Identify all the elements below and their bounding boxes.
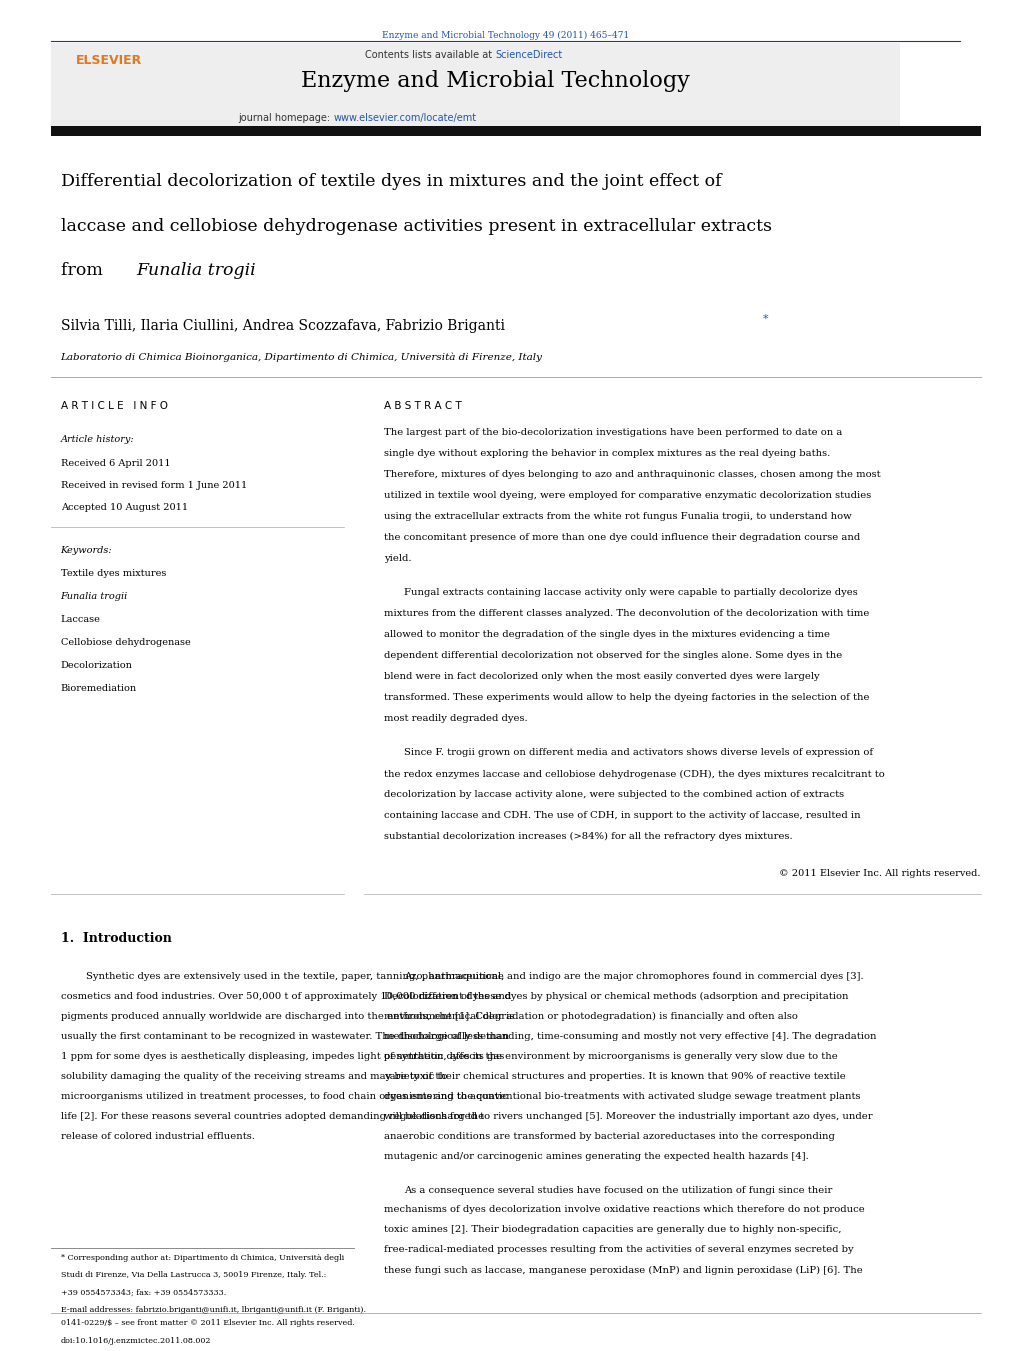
- Text: the redox enzymes laccase and cellobiose dehydrogenase (CDH), the dyes mixtures : the redox enzymes laccase and cellobiose…: [384, 770, 885, 778]
- Text: cosmetics and food industries. Over 50,000 t of approximately 10,000 different d: cosmetics and food industries. Over 50,0…: [60, 992, 510, 1001]
- Text: 0141-0229/$ – see front matter © 2011 Elsevier Inc. All rights reserved.: 0141-0229/$ – see front matter © 2011 El…: [60, 1319, 354, 1327]
- Text: Keywords:: Keywords:: [60, 546, 112, 555]
- Text: The largest part of the bio-decolorization investigations have been performed to: The largest part of the bio-decolorizati…: [384, 428, 842, 438]
- Text: Bioremediation: Bioremediation: [60, 684, 137, 693]
- Text: these fungi such as laccase, manganese peroxidase (MnP) and lignin peroxidase (L: these fungi such as laccase, manganese p…: [384, 1266, 863, 1274]
- Text: A B S T R A C T: A B S T R A C T: [384, 401, 461, 411]
- Text: transformed. These experiments would allow to help the dyeing factories in the s: transformed. These experiments would all…: [384, 693, 870, 703]
- Text: variety of their chemical structures and properties. It is known that 90% of rea: variety of their chemical structures and…: [384, 1073, 845, 1081]
- Text: using the extracellular extracts from the white rot fungus Funalia trogii, to un: using the extracellular extracts from th…: [384, 512, 852, 521]
- Text: Received in revised form 1 June 2011: Received in revised form 1 June 2011: [60, 481, 247, 490]
- Text: methodologically demanding, time-consuming and mostly not very effective [4]. Th: methodologically demanding, time-consumi…: [384, 1032, 877, 1042]
- Text: mixtures from the different classes analyzed. The deconvolution of the decoloriz: mixtures from the different classes anal…: [384, 609, 870, 619]
- Text: containing laccase and CDH. The use of CDH, in support to the activity of laccas: containing laccase and CDH. The use of C…: [384, 811, 861, 820]
- Text: the concomitant presence of more than one dye could influence their degradation : the concomitant presence of more than on…: [384, 534, 861, 542]
- Text: release of colored industrial effluents.: release of colored industrial effluents.: [60, 1132, 254, 1142]
- Text: Article history:: Article history:: [60, 435, 135, 444]
- Text: Contents lists available at: Contents lists available at: [366, 50, 495, 59]
- Text: doi:10.1016/j.enzmictec.2011.08.002: doi:10.1016/j.enzmictec.2011.08.002: [60, 1337, 211, 1346]
- Text: yield.: yield.: [384, 554, 411, 563]
- Text: anaerobic conditions are transformed by bacterial azoreductases into the corresp: anaerobic conditions are transformed by …: [384, 1132, 835, 1142]
- Text: laccase and cellobiose dehydrogenase activities present in extracellular extract: laccase and cellobiose dehydrogenase act…: [60, 218, 772, 235]
- Text: Received 6 April 2011: Received 6 April 2011: [60, 459, 171, 469]
- Text: © 2011 Elsevier Inc. All rights reserved.: © 2011 Elsevier Inc. All rights reserved…: [779, 870, 980, 878]
- Text: allowed to monitor the degradation of the single dyes in the mixtures evidencing: allowed to monitor the degradation of th…: [384, 631, 830, 639]
- Text: Therefore, mixtures of dyes belonging to azo and anthraquinonic classes, chosen : Therefore, mixtures of dyes belonging to…: [384, 470, 881, 480]
- Text: substantial decolorization increases (>84%) for all the refractory dyes mixtures: substantial decolorization increases (>8…: [384, 832, 792, 842]
- Text: most readily degraded dyes.: most readily degraded dyes.: [384, 715, 528, 723]
- Text: Enzyme and Microbial Technology 49 (2011) 465–471: Enzyme and Microbial Technology 49 (2011…: [382, 31, 629, 41]
- Text: As a consequence several studies have focused on the utilization of fungi since : As a consequence several studies have fo…: [404, 1186, 833, 1194]
- Text: Funalia trogii: Funalia trogii: [60, 592, 128, 601]
- Text: Accepted 10 August 2011: Accepted 10 August 2011: [60, 503, 188, 512]
- Text: solubility damaging the quality of the receiving streams and may be toxic to: solubility damaging the quality of the r…: [60, 1073, 447, 1081]
- Text: blend were in fact decolorized only when the most easily converted dyes were lar: blend were in fact decolorized only when…: [384, 673, 820, 681]
- Text: Enzyme and Microbial Technology: Enzyme and Microbial Technology: [301, 70, 690, 92]
- Text: A R T I C L E   I N F O: A R T I C L E I N F O: [60, 401, 167, 411]
- Text: *: *: [763, 313, 769, 323]
- Text: Textile dyes mixtures: Textile dyes mixtures: [60, 569, 166, 578]
- Text: Decolorization of these dyes by physical or chemical methods (adsorption and pre: Decolorization of these dyes by physical…: [384, 992, 848, 1001]
- Text: methods, chemical degradation or photodegradation) is financially and often also: methods, chemical degradation or photode…: [384, 1012, 798, 1021]
- Text: E-mail addresses: fabrizio.briganti@unifi.it, lbriganti@unifi.it (F. Briganti).: E-mail addresses: fabrizio.briganti@unif…: [60, 1306, 366, 1315]
- Text: Synthetic dyes are extensively used in the textile, paper, tanning, pharmaceutic: Synthetic dyes are extensively used in t…: [86, 973, 504, 981]
- Text: from: from: [60, 262, 108, 280]
- Text: will be discharged to rivers unchanged [5]. Moreover the industrially important : will be discharged to rivers unchanged […: [384, 1112, 873, 1121]
- Text: usually the first contaminant to be recognized in wastewater. The discharge of l: usually the first contaminant to be reco…: [60, 1032, 508, 1042]
- Text: toxic amines [2]. Their biodegradation capacities are generally due to highly no: toxic amines [2]. Their biodegradation c…: [384, 1225, 841, 1235]
- Text: Silvia Tilli, Ilaria Ciullini, Andrea Scozzafava, Fabrizio Briganti: Silvia Tilli, Ilaria Ciullini, Andrea Sc…: [60, 319, 504, 332]
- Text: 1.  Introduction: 1. Introduction: [60, 932, 172, 944]
- Text: 1 ppm for some dyes is aesthetically displeasing, impedes light penetration, aff: 1 ppm for some dyes is aesthetically dis…: [60, 1052, 504, 1061]
- Text: Fungal extracts containing laccase activity only were capable to partially decol: Fungal extracts containing laccase activ…: [404, 589, 858, 597]
- Text: pigments produced annually worldwide are discharged into the environment [1]. Co: pigments produced annually worldwide are…: [60, 1012, 514, 1021]
- Text: journal homepage:: journal homepage:: [238, 113, 334, 123]
- Text: Since F. trogii grown on different media and activators shows diverse levels of : Since F. trogii grown on different media…: [404, 748, 873, 758]
- FancyBboxPatch shape: [51, 126, 980, 136]
- Text: Laccase: Laccase: [60, 615, 100, 624]
- Text: ELSEVIER: ELSEVIER: [76, 54, 142, 68]
- Text: life [2]. For these reasons several countries adopted demanding regulations for : life [2]. For these reasons several coun…: [60, 1112, 484, 1121]
- Text: Decolorization: Decolorization: [60, 661, 133, 670]
- Text: Cellobiose dehydrogenase: Cellobiose dehydrogenase: [60, 638, 190, 647]
- Text: Studi di Firenze, Via Della Lastrucca 3, 50019 Firenze, Italy. Tel.:: Studi di Firenze, Via Della Lastrucca 3,…: [60, 1271, 326, 1279]
- Text: Laboratorio di Chimica Bioinorganica, Dipartimento di Chimica, Università di Fir: Laboratorio di Chimica Bioinorganica, Di…: [60, 353, 542, 362]
- Text: ScienceDirect: ScienceDirect: [495, 50, 563, 59]
- Text: www.elsevier.com/locate/emt: www.elsevier.com/locate/emt: [334, 113, 477, 123]
- Text: free-radical-mediated processes resulting from the activities of several enzymes: free-radical-mediated processes resultin…: [384, 1246, 854, 1255]
- Text: utilized in textile wool dyeing, were employed for comparative enzymatic decolor: utilized in textile wool dyeing, were em…: [384, 492, 871, 500]
- Text: dyes entering the conventional bio-treatments with activated sludge sewage treat: dyes entering the conventional bio-treat…: [384, 1092, 861, 1101]
- Text: Differential decolorization of textile dyes in mixtures and the joint effect of: Differential decolorization of textile d…: [60, 173, 721, 190]
- Text: +39 0554573343; fax: +39 0554573333.: +39 0554573343; fax: +39 0554573333.: [60, 1289, 226, 1297]
- Text: Funalia trogii: Funalia trogii: [137, 262, 256, 280]
- FancyBboxPatch shape: [51, 43, 900, 128]
- Text: single dye without exploring the behavior in complex mixtures as the real dyeing: single dye without exploring the behavio…: [384, 449, 830, 458]
- Text: mutagenic and/or carcinogenic amines generating the expected health hazards [4].: mutagenic and/or carcinogenic amines gen…: [384, 1152, 809, 1161]
- Text: microorganisms utilized in treatment processes, to food chain organisms and to a: microorganisms utilized in treatment pro…: [60, 1092, 507, 1101]
- Text: Azo, anthraquinone and indigo are the major chromophores found in commercial dye: Azo, anthraquinone and indigo are the ma…: [404, 973, 864, 981]
- Text: decolorization by laccase activity alone, were subjected to the combined action : decolorization by laccase activity alone…: [384, 790, 844, 800]
- Text: dependent differential decolorization not observed for the singles alone. Some d: dependent differential decolorization no…: [384, 651, 842, 661]
- Text: * Corresponding author at: Dipartimento di Chimica, Università degli: * Corresponding author at: Dipartimento …: [60, 1254, 344, 1262]
- Text: mechanisms of dyes decolorization involve oxidative reactions which therefore do: mechanisms of dyes decolorization involv…: [384, 1205, 865, 1215]
- Text: of synthetic dyes in the environment by microorganisms is generally very slow du: of synthetic dyes in the environment by …: [384, 1052, 838, 1061]
